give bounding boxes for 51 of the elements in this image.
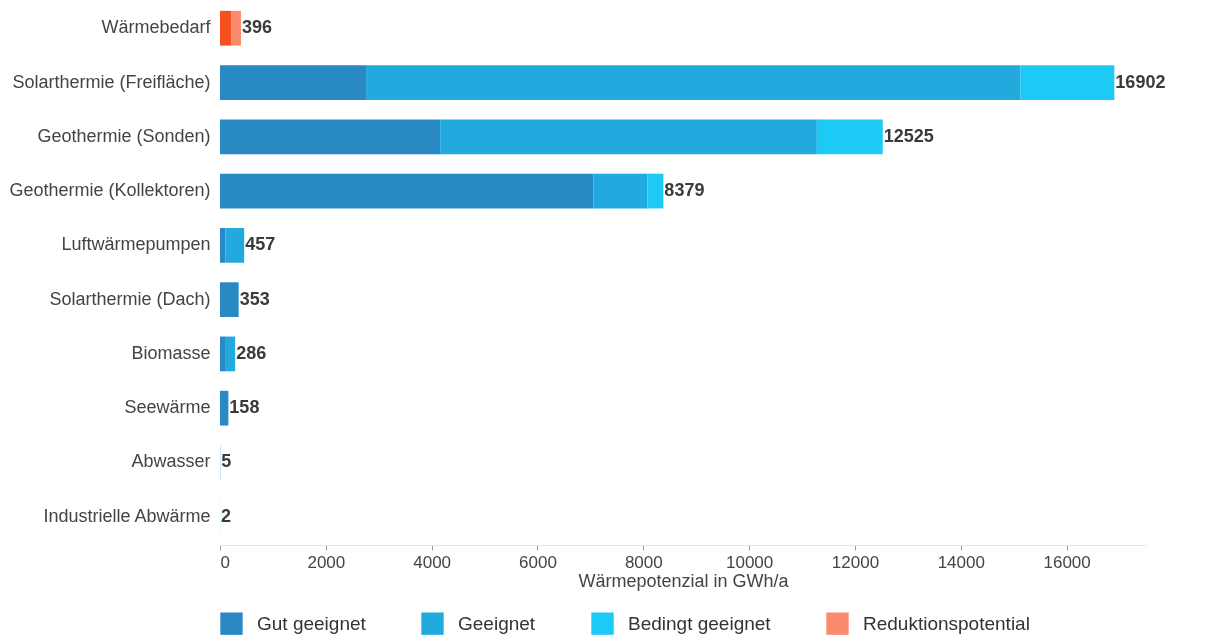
y-tick-label: Geothermie (Sonden) (37, 125, 211, 146)
y-tick-label: Biomasse (131, 342, 211, 363)
y-tick-label: Seewärme (124, 397, 211, 418)
bar (220, 336, 226, 372)
bar (220, 119, 441, 155)
legend-label: Geeignet (458, 612, 536, 634)
bar (220, 227, 226, 263)
bar (366, 65, 1021, 100)
x-tick-label: 0 (220, 552, 230, 572)
legend-label: Gut geeignet (257, 612, 367, 634)
x-tick-label: 12000 (831, 552, 880, 572)
total-label: 457 (245, 234, 276, 255)
bar (220, 65, 367, 100)
x-tick-label: 8000 (624, 552, 663, 572)
x-tick-label: 6000 (519, 552, 557, 572)
bar (225, 336, 236, 372)
x-tick-label: 4000 (413, 552, 452, 572)
x-tick-label: 16000 (1043, 552, 1091, 572)
y-tick-label: Industrielle Abwärme (43, 505, 211, 526)
y-tick-label: Luftwärmepumpen (61, 234, 211, 255)
total-label: 396 (241, 17, 272, 38)
bar (220, 173, 594, 209)
bar (220, 390, 229, 426)
bar (225, 227, 245, 263)
bar (593, 173, 648, 209)
bar (220, 10, 232, 46)
bar (440, 119, 817, 155)
y-tick-label: Solarthermie (Freifläche) (12, 71, 211, 92)
legend-label: Bedingt geeignet (628, 612, 772, 634)
total-label: 8379 (664, 180, 705, 201)
y-tick-label: Geothermie (Kollektoren) (9, 180, 211, 201)
bar (231, 10, 241, 46)
legend-label: Reduktionspotential (863, 612, 1030, 634)
bar (1020, 65, 1115, 100)
total-label: 5 (221, 451, 232, 472)
x-tick-label: 2000 (307, 552, 346, 572)
x-axis-title: Wärmepotenzial in GWh/a (578, 570, 790, 591)
bar (220, 282, 239, 318)
total-label: 158 (229, 397, 260, 418)
bar (647, 173, 664, 209)
x-tick-label: 10000 (726, 552, 774, 572)
y-tick-label: Solarthermie (Dach) (49, 288, 211, 309)
y-tick-label: Wärmebedarf (101, 17, 212, 38)
total-label: 2 (221, 505, 232, 526)
total-label: 286 (236, 342, 267, 363)
x-tick-label: 14000 (937, 552, 985, 572)
total-label: 353 (239, 288, 270, 309)
bar (816, 119, 883, 155)
total-label: 12525 (883, 125, 934, 146)
total-label: 16902 (1115, 71, 1166, 92)
y-tick-label: Abwasser (131, 451, 211, 472)
